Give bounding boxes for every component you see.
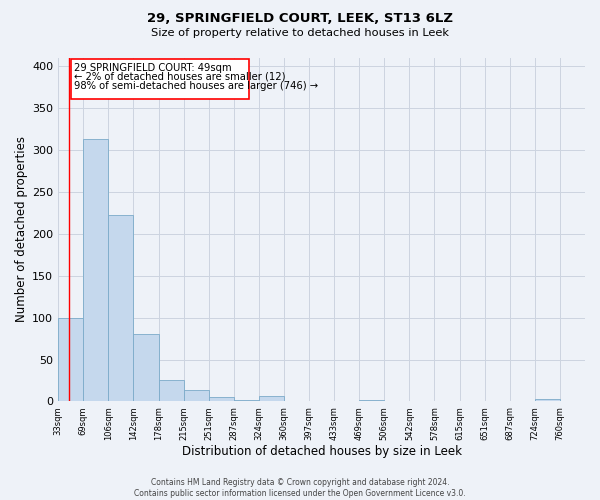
Bar: [234, 400, 259, 402]
Bar: [133, 334, 158, 402]
X-axis label: Distribution of detached houses by size in Leek: Distribution of detached houses by size …: [182, 444, 461, 458]
Bar: [58, 318, 83, 402]
Text: 29, SPRINGFIELD COURT, LEEK, ST13 6LZ: 29, SPRINGFIELD COURT, LEEK, ST13 6LZ: [147, 12, 453, 26]
FancyBboxPatch shape: [71, 59, 249, 100]
Bar: [209, 398, 234, 402]
Bar: [83, 139, 109, 402]
Bar: [109, 215, 133, 402]
Text: 98% of semi-detached houses are larger (746) →: 98% of semi-detached houses are larger (…: [74, 81, 318, 91]
Text: Size of property relative to detached houses in Leek: Size of property relative to detached ho…: [151, 28, 449, 38]
Bar: [535, 399, 560, 402]
Text: ← 2% of detached houses are smaller (12): ← 2% of detached houses are smaller (12): [74, 72, 285, 82]
Text: 29 SPRINGFIELD COURT: 49sqm: 29 SPRINGFIELD COURT: 49sqm: [74, 62, 232, 72]
Bar: [184, 390, 209, 402]
Y-axis label: Number of detached properties: Number of detached properties: [15, 136, 28, 322]
Bar: [259, 396, 284, 402]
Bar: [158, 380, 184, 402]
Text: Contains HM Land Registry data © Crown copyright and database right 2024.
Contai: Contains HM Land Registry data © Crown c…: [134, 478, 466, 498]
Bar: [359, 400, 384, 402]
